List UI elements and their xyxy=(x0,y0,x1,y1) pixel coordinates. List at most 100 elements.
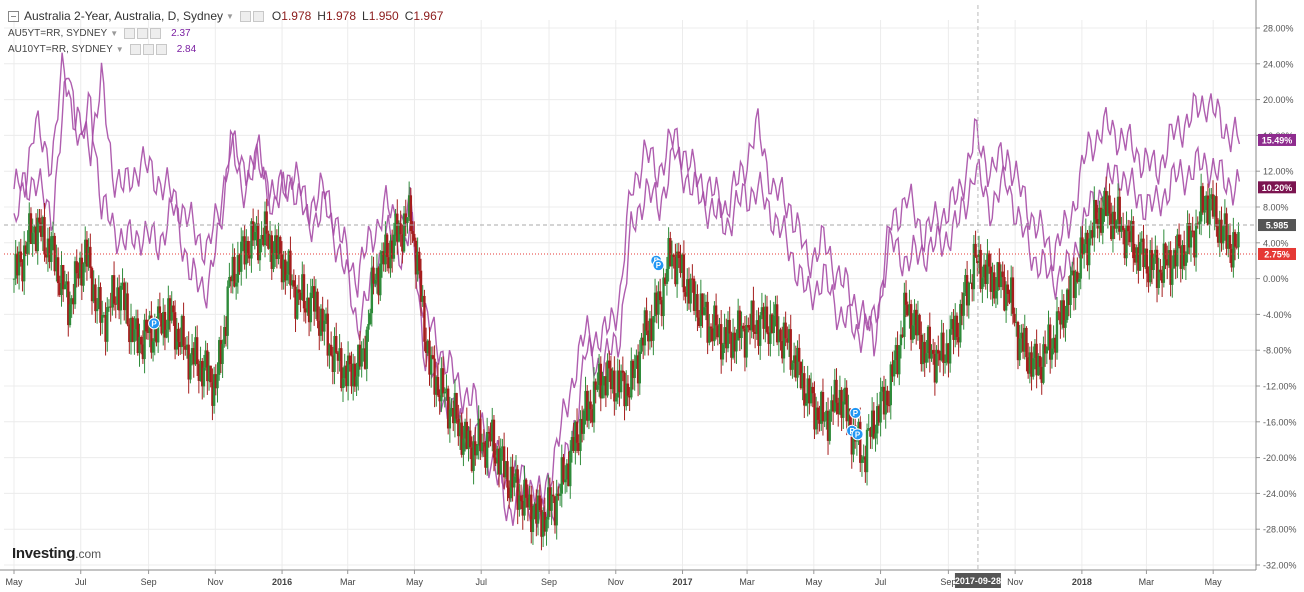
candle-body xyxy=(131,317,134,342)
y-tick-label: 4.00% xyxy=(1263,238,1289,248)
candle-body xyxy=(301,274,304,300)
candle-body xyxy=(903,292,906,337)
candle-body xyxy=(703,307,706,316)
candle-body xyxy=(370,267,374,314)
candle-body xyxy=(1028,352,1032,374)
candle-body xyxy=(50,236,53,262)
candle-body xyxy=(489,433,492,442)
close-icon[interactable] xyxy=(155,44,167,55)
candle-body xyxy=(1016,322,1020,361)
candle-body xyxy=(976,256,979,264)
candle-body xyxy=(891,364,894,377)
candle-body xyxy=(379,263,382,296)
candle-body xyxy=(1184,254,1188,266)
candle-body xyxy=(214,374,218,389)
settings-icon[interactable] xyxy=(239,10,251,22)
hide-icon[interactable] xyxy=(142,44,154,55)
chevron-down-icon[interactable]: ▼ xyxy=(226,11,234,21)
candle-body xyxy=(336,352,340,361)
candle-body xyxy=(1062,300,1065,328)
candle-body xyxy=(760,307,764,316)
close-value: 1.967 xyxy=(413,9,444,23)
candle-body xyxy=(418,251,421,271)
x-tick-label: Mar xyxy=(739,577,755,587)
candle-body xyxy=(1003,276,1006,311)
candle-body xyxy=(165,329,168,338)
collapse-icon[interactable] xyxy=(8,10,19,22)
candle-body xyxy=(312,286,316,312)
candle-body xyxy=(1210,194,1213,199)
study-value: 2.84 xyxy=(176,44,197,55)
candle-body xyxy=(718,324,721,338)
candle-body xyxy=(1221,226,1225,244)
candle-body xyxy=(519,495,523,501)
candle-body xyxy=(201,361,204,387)
candle-body xyxy=(1103,190,1106,209)
candle-body xyxy=(970,282,974,290)
x-tick-label: Sep xyxy=(541,577,557,587)
candle-body xyxy=(182,315,185,346)
candle-body xyxy=(636,355,640,384)
candle-body xyxy=(1086,232,1089,266)
x-tick-label: May xyxy=(1205,577,1223,587)
investing-logo[interactable]: Investing.com xyxy=(12,545,101,562)
candle-body xyxy=(216,374,219,389)
hide-icon[interactable] xyxy=(137,28,149,39)
candle-body xyxy=(781,340,784,359)
candle-body xyxy=(955,315,959,338)
x-tick-label: Jul xyxy=(875,577,887,587)
candle-body xyxy=(959,304,962,343)
settings-icon[interactable] xyxy=(129,44,141,55)
chevron-down-icon[interactable]: ▼ xyxy=(110,29,119,38)
candle-body xyxy=(1125,225,1128,259)
candle-body xyxy=(882,386,886,415)
candle-body xyxy=(501,446,504,449)
candle-body xyxy=(438,395,441,402)
candle-body xyxy=(56,257,60,284)
candle-body xyxy=(1199,186,1203,222)
candle-body xyxy=(399,223,402,235)
candle-body xyxy=(197,364,201,381)
candle-body xyxy=(531,519,535,533)
candle-body xyxy=(977,249,981,264)
candle-body xyxy=(175,328,179,350)
candle-body xyxy=(1135,247,1138,263)
candle-body xyxy=(1110,213,1113,240)
candle-body xyxy=(1162,243,1166,283)
hide-icon[interactable] xyxy=(252,10,264,22)
candle-body xyxy=(692,278,696,311)
candle-body xyxy=(1113,211,1116,229)
candle-body xyxy=(1223,213,1227,227)
candle-body xyxy=(945,343,948,363)
candle-body xyxy=(338,348,341,361)
candle-body xyxy=(1166,259,1169,266)
candle-body xyxy=(348,355,351,365)
candle-body xyxy=(65,281,68,285)
candle-body xyxy=(716,325,720,338)
candle-body xyxy=(1115,220,1118,229)
candle-body xyxy=(345,365,348,387)
candle-body xyxy=(667,238,670,269)
y-tick-label: -16.00% xyxy=(1263,417,1297,427)
candle-body xyxy=(58,283,61,295)
candle-body xyxy=(596,385,599,390)
close-icon[interactable] xyxy=(150,28,162,39)
candle-body xyxy=(845,387,848,422)
candle-body xyxy=(640,337,643,352)
candle-body xyxy=(206,350,209,382)
candle-body xyxy=(838,389,842,415)
candle-body xyxy=(860,459,864,463)
candle-body xyxy=(964,275,967,293)
settings-icon[interactable] xyxy=(124,28,136,39)
candle-body xyxy=(260,234,263,239)
candle-body xyxy=(424,341,428,353)
chevron-down-icon[interactable]: ▼ xyxy=(115,45,124,54)
candle-body xyxy=(1152,257,1155,270)
candle-body xyxy=(192,348,195,365)
candle-body xyxy=(709,326,713,329)
candle-body xyxy=(714,305,718,326)
candle-body xyxy=(199,361,202,381)
candle-body xyxy=(326,313,329,356)
pin-icon xyxy=(851,428,864,441)
